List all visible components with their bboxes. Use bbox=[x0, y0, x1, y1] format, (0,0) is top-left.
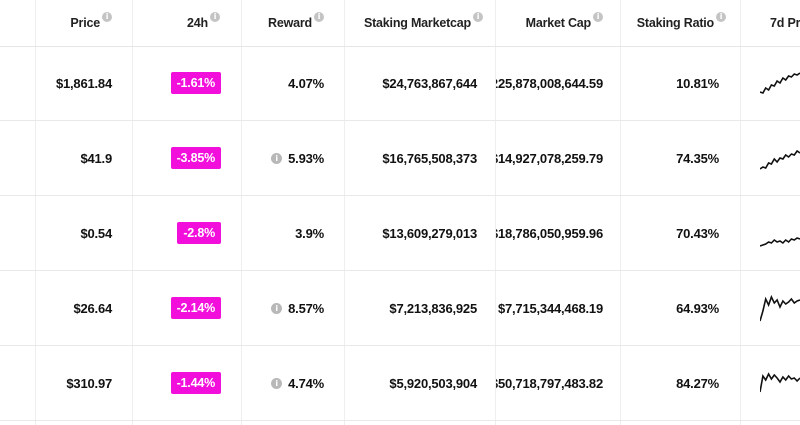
reward-cell: i 8.57% bbox=[242, 271, 324, 345]
change-24h-cell: -3.85% bbox=[133, 121, 221, 195]
market-cap-cell: $18,786,050,959.96 bbox=[496, 225, 603, 241]
column-header-market-cap[interactable]: Market Cap i bbox=[496, 0, 603, 46]
reward-value: 4.74% bbox=[288, 375, 324, 391]
reward-cell: 4.07% bbox=[242, 46, 324, 120]
reward-value: 4.07% bbox=[288, 75, 324, 91]
price-cell: $26.64 bbox=[73, 300, 112, 316]
change-badge: -2.8% bbox=[177, 222, 221, 244]
info-icon[interactable]: i bbox=[314, 12, 324, 22]
info-icon[interactable]: i bbox=[271, 152, 283, 164]
sparkline-line bbox=[760, 372, 800, 393]
market-cap-cell: $50,718,797,483.82 bbox=[496, 375, 603, 391]
column-header-7d-price[interactable]: 7d Pri bbox=[770, 0, 800, 46]
column-divider bbox=[740, 0, 741, 425]
column-divider bbox=[35, 0, 36, 425]
staking-ratio-cell: 84.27% bbox=[676, 375, 719, 391]
change-24h-cell: -1.44% bbox=[133, 346, 221, 420]
column-divider bbox=[132, 0, 133, 425]
column-header-staking-marketcap[interactable]: Staking Marketcap i bbox=[345, 0, 483, 46]
column-header-staking-marketcap-label: Staking Marketcap bbox=[363, 16, 471, 30]
column-header-24h[interactable]: 24h i bbox=[133, 0, 220, 46]
reward-value: 8.57% bbox=[288, 300, 324, 316]
table-row[interactable]: $0.54 -2.8% 3.9% $13,609,279,013 $18,786… bbox=[0, 196, 800, 271]
staking-marketcap-cell: $24,763,867,644 bbox=[382, 75, 477, 91]
price-cell: $1,861.84 bbox=[55, 75, 112, 91]
table-header: Price i 24h i Reward i Staking Marketcap i M… bbox=[0, 0, 800, 47]
info-icon[interactable]: i bbox=[593, 12, 603, 22]
staking-ratio-cell: 10.81% bbox=[676, 75, 719, 91]
change-24h-cell: -1.61% bbox=[133, 46, 221, 120]
staking-marketcap-cell: $13,609,279,013 bbox=[382, 225, 477, 241]
sparkline-line bbox=[760, 72, 800, 94]
staking-marketcap-cell: $7,213,836,925 bbox=[389, 300, 477, 316]
table-row[interactable]: $310.97 -1.44% i 4.74% $5,920,503,904 $50… bbox=[0, 346, 800, 421]
sparkline-line bbox=[760, 294, 800, 322]
change-badge: -1.61% bbox=[170, 72, 221, 94]
column-header-24h-label: 24h bbox=[187, 16, 208, 30]
info-icon[interactable]: i bbox=[210, 12, 220, 22]
change-badge: -3.85% bbox=[170, 147, 221, 169]
table-row[interactable]: $41.9 -3.85% i 5.93% $16,765,508,373 $14,… bbox=[0, 121, 800, 196]
staking-ratio-cell: 70.43% bbox=[676, 225, 719, 241]
column-header-reward-label: Reward bbox=[268, 16, 312, 30]
reward-value: 3.9% bbox=[295, 225, 324, 241]
column-header-reward[interactable]: Reward i bbox=[242, 0, 324, 46]
column-header-staking-ratio[interactable]: Staking Ratio i bbox=[621, 0, 726, 46]
column-divider bbox=[495, 0, 496, 425]
sparkline-7d-chart bbox=[760, 72, 800, 94]
price-cell: $310.97 bbox=[66, 375, 112, 391]
info-icon[interactable]: i bbox=[271, 377, 283, 389]
change-24h-cell: -2.8% bbox=[133, 196, 221, 270]
price-cell: $41.9 bbox=[80, 150, 112, 166]
column-divider bbox=[620, 0, 621, 425]
column-header-price[interactable]: Price i bbox=[36, 0, 112, 46]
column-header-staking-ratio-label: Staking Ratio bbox=[636, 16, 714, 30]
reward-value: 5.93% bbox=[288, 150, 324, 166]
sparkline-7d-chart bbox=[760, 294, 800, 322]
info-icon[interactable]: i bbox=[716, 12, 726, 22]
info-icon[interactable]: i bbox=[271, 302, 283, 314]
column-header-price-label: Price bbox=[70, 16, 100, 30]
sparkline-line bbox=[760, 237, 800, 247]
table-row[interactable]: $1,861.84 -1.61% 4.07% $24,763,867,644 2… bbox=[0, 46, 800, 121]
market-cap-cell: $14,927,078,259.79 bbox=[496, 150, 603, 166]
reward-cell: i 5.93% bbox=[242, 121, 324, 195]
sparkline-7d-chart bbox=[760, 237, 800, 247]
market-cap-cell: $7,715,344,468.19 bbox=[497, 300, 603, 316]
column-header-market-cap-label: Market Cap bbox=[525, 16, 592, 30]
info-icon[interactable]: i bbox=[473, 12, 483, 22]
column-divider bbox=[241, 0, 242, 425]
change-badge: -2.14% bbox=[170, 297, 221, 319]
reward-cell: 3.9% bbox=[242, 196, 324, 270]
change-badge: -1.44% bbox=[170, 372, 221, 394]
staking-ratio-cell: 64.93% bbox=[676, 300, 719, 316]
change-24h-cell: -2.14% bbox=[133, 271, 221, 345]
table-row[interactable]: $26.64 -2.14% i 8.57% $7,213,836,925 $7,7… bbox=[0, 271, 800, 346]
column-header-7d-price-label: 7d Pri bbox=[770, 16, 800, 30]
market-cap-cell: 225,878,008,644.59 bbox=[496, 75, 603, 91]
info-icon[interactable]: i bbox=[102, 12, 112, 22]
price-cell: $0.54 bbox=[80, 225, 112, 241]
staking-ratio-cell: 74.35% bbox=[676, 150, 719, 166]
sparkline-7d-chart bbox=[760, 372, 800, 393]
column-divider bbox=[344, 0, 345, 425]
sparkline-7d-chart bbox=[760, 149, 800, 170]
staking-marketcap-cell: $16,765,508,373 bbox=[382, 150, 477, 166]
sparkline-line bbox=[760, 149, 800, 170]
staking-marketcap-cell: $5,920,503,904 bbox=[389, 375, 477, 391]
reward-cell: i 4.74% bbox=[242, 346, 324, 420]
